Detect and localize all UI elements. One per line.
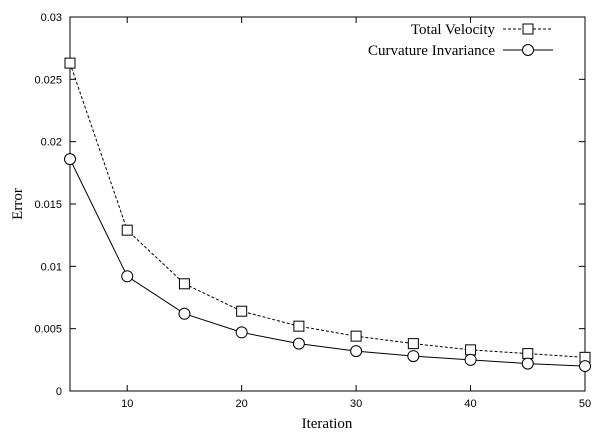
- x-tick-label: 50: [579, 398, 591, 410]
- legend-label: Curvature Invariance: [368, 43, 495, 59]
- y-tick-label: 0: [56, 386, 62, 398]
- series-1: [64, 57, 591, 363]
- legend-marker: [522, 44, 534, 56]
- legend-label: Total Velocity: [411, 22, 496, 38]
- legend-marker: [522, 23, 534, 35]
- series-line: [69, 158, 586, 367]
- data-point: [178, 307, 191, 320]
- data-point: [236, 305, 248, 317]
- data-point: [522, 348, 534, 360]
- y-axis-label: Error: [10, 188, 26, 220]
- series-layer: [64, 57, 591, 373]
- legend: Total Velocity Curvature Invariance: [368, 22, 553, 59]
- data-point: [579, 360, 591, 373]
- x-tick-label: 30: [350, 398, 362, 410]
- data-point: [292, 337, 305, 350]
- data-point: [121, 270, 134, 283]
- y-tick-label: 0.005: [34, 324, 62, 336]
- series-2: [64, 153, 591, 373]
- data-point: [293, 320, 305, 332]
- y-tick-label: 0.015: [34, 199, 62, 211]
- data-point: [465, 344, 477, 356]
- data-point: [350, 345, 363, 358]
- data-point: [350, 330, 362, 342]
- x-tick-label: 10: [121, 398, 133, 410]
- y-tick-label: 0.025: [34, 74, 62, 86]
- y-tick-label: 0.03: [41, 12, 62, 24]
- data-point: [64, 153, 76, 166]
- x-tick-label: 40: [464, 398, 476, 410]
- data-point: [64, 57, 76, 69]
- plot-frame: [69, 16, 586, 392]
- data-point: [521, 357, 534, 370]
- data-point: [235, 326, 248, 339]
- series-line: [69, 62, 586, 358]
- data-point: [464, 353, 477, 366]
- y-tick-label: 0.01: [41, 261, 62, 273]
- data-point: [121, 224, 133, 236]
- axis-ticks: 10 20 30 40 50 0 0.005 0.01 0.015 0.02 0.025 0.03: [34, 12, 591, 410]
- y-tick-label: 0.02: [41, 137, 62, 149]
- data-point: [407, 350, 420, 363]
- x-tick-label: 20: [236, 398, 248, 410]
- x-axis-label: Iteration: [302, 416, 353, 432]
- data-point: [178, 278, 190, 290]
- data-point: [407, 338, 419, 350]
